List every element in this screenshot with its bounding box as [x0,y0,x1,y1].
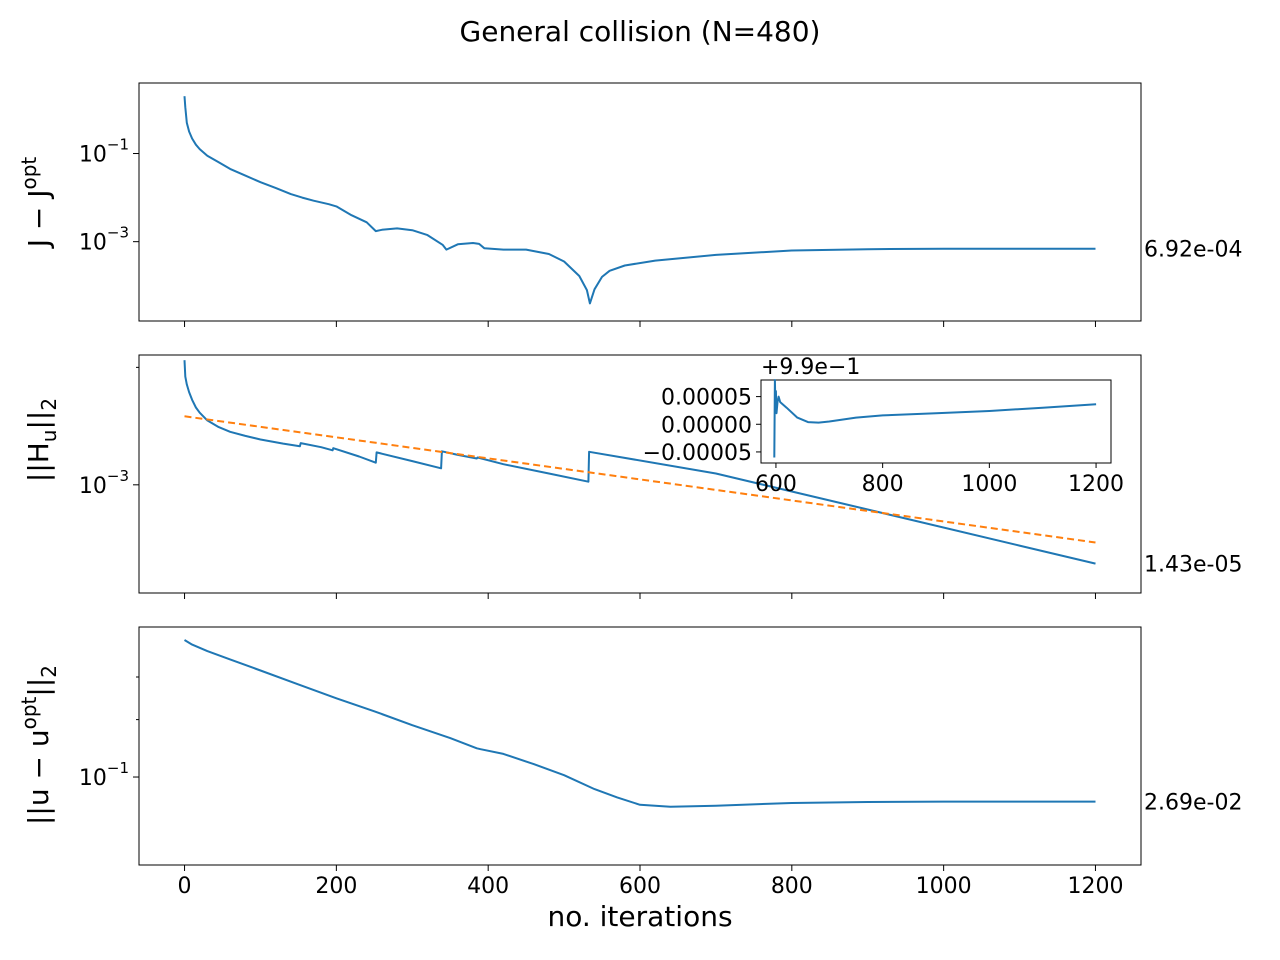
x-tick-label: 400 [467,874,509,899]
label-part: 10 [79,474,107,499]
y-tick-label: 10−3 [79,467,129,499]
x-axis-label: no. iterations [547,900,732,933]
y-label-subscript: u [37,430,61,443]
inset-x-tick-label: 600 [755,472,797,497]
inset-x-tick-label: 1000 [961,472,1017,497]
inset-offset-text: +9.9e−1 [761,355,860,380]
y-tick-label: 10−1 [79,759,129,791]
inset-series-line [773,379,1097,458]
inset-frame [760,379,1112,464]
label-part: 10 [79,766,107,791]
final-value-label: 2.69e-02 [1144,791,1242,816]
final-value-label: 6.92e-04 [1144,238,1242,263]
label-part: 10 [79,231,107,256]
label-part: || [22,411,55,430]
label-part: || [22,678,55,697]
x-tick-label: 800 [771,874,813,899]
label-part: 10 [79,143,107,168]
panel-middle: 10−3 1.43e-05 [79,354,1242,599]
y-label-superscript: opt [17,157,41,190]
y-axis-label-bottom: ||u − uopt||2 [17,665,61,825]
series-line-middle [183,360,1096,565]
inset-y-tick-label: −0.00005 [643,441,752,466]
x-tick-label: 1000 [916,874,972,899]
x-tick-label: 0 [178,874,192,899]
y-axis-label-top: J − Jopt [17,157,55,250]
y-label-subscript: 2 [37,398,61,411]
y-tick-exponent: −1 [107,759,129,777]
y-tick-exponent: −1 [107,136,129,154]
y-label-subscript: 2 [37,665,61,678]
inset-y-tick-label: 0.00000 [661,413,752,438]
y-axis-label-middle: ||Hu||2 [22,398,61,482]
panel-top: 10−110−36.92e-04 [79,82,1242,327]
final-value-label: 1.43e-05 [1144,553,1242,578]
y-tick-label: 10−1 [79,136,129,168]
y-label-superscript: opt [17,696,41,729]
label-part: J − J [22,190,55,250]
x-tick-label: 200 [315,874,357,899]
series-line-bottom [183,639,1096,808]
plot-frame-bottom [138,626,1142,866]
y-tick-exponent: −3 [107,467,129,485]
chart-panels: 10−110−36.92e-0410−31.43e-0510−12.69e-02… [17,82,1242,933]
x-tick-label: 1200 [1067,874,1123,899]
label-part: ||u − u [22,729,55,825]
inset-x-tick-label: 1200 [1068,472,1124,497]
x-tick-label: 600 [619,874,661,899]
label-part: ||H [22,442,55,482]
inset-y-tick-label: 0.00005 [661,386,752,411]
panel-bottom: 10−1 2.69e-02 [79,626,1242,871]
plot-frame-top [138,82,1142,322]
inset-x-tick-label: 800 [862,472,904,497]
y-tick-exponent: −3 [107,224,129,242]
y-tick-label: 10−3 [79,224,129,256]
series-line-top [183,96,1096,305]
figure-title: General collision (N=480) [460,15,821,48]
